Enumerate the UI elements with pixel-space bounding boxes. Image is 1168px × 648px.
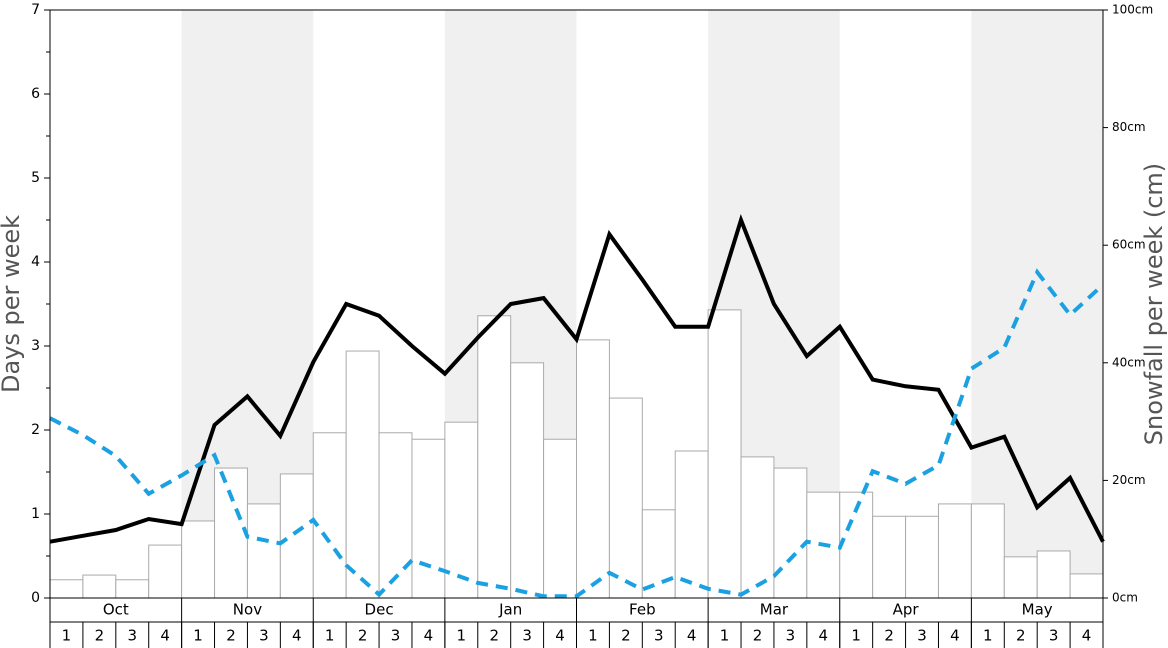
x-tick-label: 2 <box>358 627 368 645</box>
bar <box>312 432 347 599</box>
x-tick-label: 1 <box>325 627 335 645</box>
y2-tick-label: 40cm <box>1112 355 1146 369</box>
y-tick-label: 1 <box>31 506 40 522</box>
month-label: Oct <box>103 601 129 619</box>
x-tick-label: 3 <box>654 627 664 645</box>
y-tick-label: 3 <box>31 338 40 354</box>
x-tick-label: 2 <box>884 627 894 645</box>
bar <box>279 473 314 599</box>
y2-tick-label: 80cm <box>1112 120 1146 134</box>
y2-tick-label: 20cm <box>1112 473 1146 487</box>
y-tick-label: 7 <box>31 2 40 18</box>
month-label: Feb <box>629 601 656 619</box>
x-tick-label: 2 <box>753 627 763 645</box>
x-tick-label: 1 <box>851 627 861 645</box>
x-tick-label: 2 <box>621 627 631 645</box>
bar <box>1036 550 1071 599</box>
y2-tick-label: 100cm <box>1112 3 1153 17</box>
y2-tick-label: 60cm <box>1112 238 1146 252</box>
y-tick-label: 5 <box>31 170 40 186</box>
bar <box>608 397 643 599</box>
y-tick-label: 0 <box>31 590 40 606</box>
x-tick-label: 4 <box>292 627 302 645</box>
x-tick-label: 2 <box>95 627 105 645</box>
bar <box>1069 573 1104 599</box>
y-tick-label: 2 <box>31 422 40 438</box>
bar <box>181 520 216 599</box>
x-tick-label: 1 <box>588 627 598 645</box>
x-tick-label: 4 <box>819 627 829 645</box>
x-tick-label: 4 <box>160 627 170 645</box>
bar <box>707 309 742 599</box>
x-tick-label: 2 <box>226 627 236 645</box>
bar <box>641 509 676 599</box>
x-tick-label: 2 <box>489 627 499 645</box>
x-tick-label: 1 <box>62 627 72 645</box>
bar <box>1003 556 1038 599</box>
y-tick-label: 6 <box>31 86 40 102</box>
bar <box>148 544 183 599</box>
y-tick-label: 4 <box>31 254 40 270</box>
month-label: Jan <box>498 601 522 619</box>
month-label: Mar <box>760 601 789 619</box>
bar <box>510 362 545 599</box>
month-label: Dec <box>365 601 394 619</box>
x-tick-label: 2 <box>1016 627 1026 645</box>
y-axis-label: Days per week <box>0 215 25 393</box>
x-tick-label: 3 <box>522 627 532 645</box>
month-label: Nov <box>233 601 262 619</box>
x-tick-label: 4 <box>555 627 565 645</box>
bar <box>740 456 775 599</box>
x-tick-label: 3 <box>259 627 269 645</box>
x-tick-label: 1 <box>720 627 730 645</box>
x-tick-label: 4 <box>424 627 434 645</box>
month-label: May <box>1022 601 1053 619</box>
bar <box>937 503 972 599</box>
bar <box>214 467 248 599</box>
y2-axis-label: Snowfall per week (cm) <box>1140 163 1168 445</box>
x-tick-label: 3 <box>917 627 927 645</box>
x-tick-label: 3 <box>786 627 796 645</box>
solid-line <box>49 213 1105 544</box>
bar <box>773 467 808 599</box>
month-label: Apr <box>893 601 920 619</box>
bar <box>576 339 610 599</box>
x-tick-label: 1 <box>193 627 203 645</box>
bar <box>543 438 577 599</box>
bar <box>674 450 709 599</box>
bar <box>82 574 117 599</box>
x-tick-label: 3 <box>1049 627 1059 645</box>
y2-tick-label: 0cm <box>1112 591 1138 605</box>
bar <box>246 503 281 599</box>
dashed-line <box>49 268 1105 599</box>
x-tick-label: 1 <box>983 627 993 645</box>
x-tick-label: 4 <box>687 627 697 645</box>
bar <box>970 503 1005 599</box>
bar <box>872 515 907 599</box>
bar <box>49 579 84 599</box>
x-tick-label: 4 <box>950 627 960 645</box>
bar <box>345 350 380 599</box>
bar <box>477 315 512 599</box>
bar <box>378 432 413 599</box>
x-tick-label: 4 <box>1082 627 1092 645</box>
x-tick-label: 3 <box>391 627 401 645</box>
x-tick-label: 3 <box>127 627 137 645</box>
bar <box>411 438 446 599</box>
bar <box>115 579 150 599</box>
x-tick-label: 1 <box>457 627 467 645</box>
bar <box>905 515 939 599</box>
